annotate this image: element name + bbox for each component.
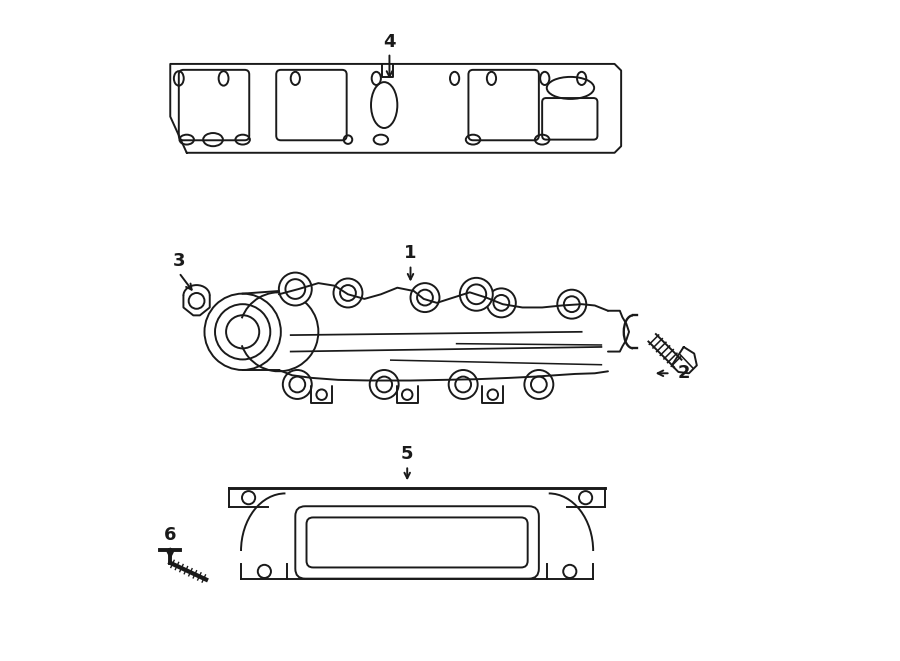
Circle shape	[531, 377, 547, 393]
Text: 6: 6	[164, 525, 176, 543]
Circle shape	[257, 565, 271, 578]
Circle shape	[579, 491, 592, 504]
Circle shape	[204, 293, 281, 370]
Circle shape	[449, 370, 478, 399]
Circle shape	[283, 370, 311, 399]
Circle shape	[564, 296, 580, 312]
Circle shape	[557, 290, 586, 319]
Circle shape	[226, 315, 259, 348]
Circle shape	[493, 295, 509, 311]
Circle shape	[455, 377, 471, 393]
Circle shape	[466, 284, 486, 304]
Circle shape	[290, 377, 305, 393]
Circle shape	[189, 293, 204, 309]
Circle shape	[525, 370, 554, 399]
Circle shape	[285, 279, 305, 299]
Circle shape	[563, 565, 576, 578]
Circle shape	[410, 283, 439, 312]
Circle shape	[376, 377, 392, 393]
Circle shape	[317, 389, 327, 400]
Text: 5: 5	[401, 445, 413, 463]
Circle shape	[334, 278, 363, 307]
Text: 3: 3	[173, 253, 185, 270]
Circle shape	[460, 278, 493, 311]
Circle shape	[340, 285, 356, 301]
Circle shape	[488, 389, 498, 400]
Circle shape	[279, 272, 311, 305]
Circle shape	[487, 288, 516, 317]
Text: 4: 4	[383, 33, 396, 51]
Text: 2: 2	[678, 364, 690, 382]
Circle shape	[370, 370, 399, 399]
Circle shape	[417, 290, 433, 305]
Circle shape	[242, 491, 256, 504]
Circle shape	[402, 389, 412, 400]
Text: 1: 1	[404, 244, 417, 262]
Circle shape	[215, 304, 270, 360]
